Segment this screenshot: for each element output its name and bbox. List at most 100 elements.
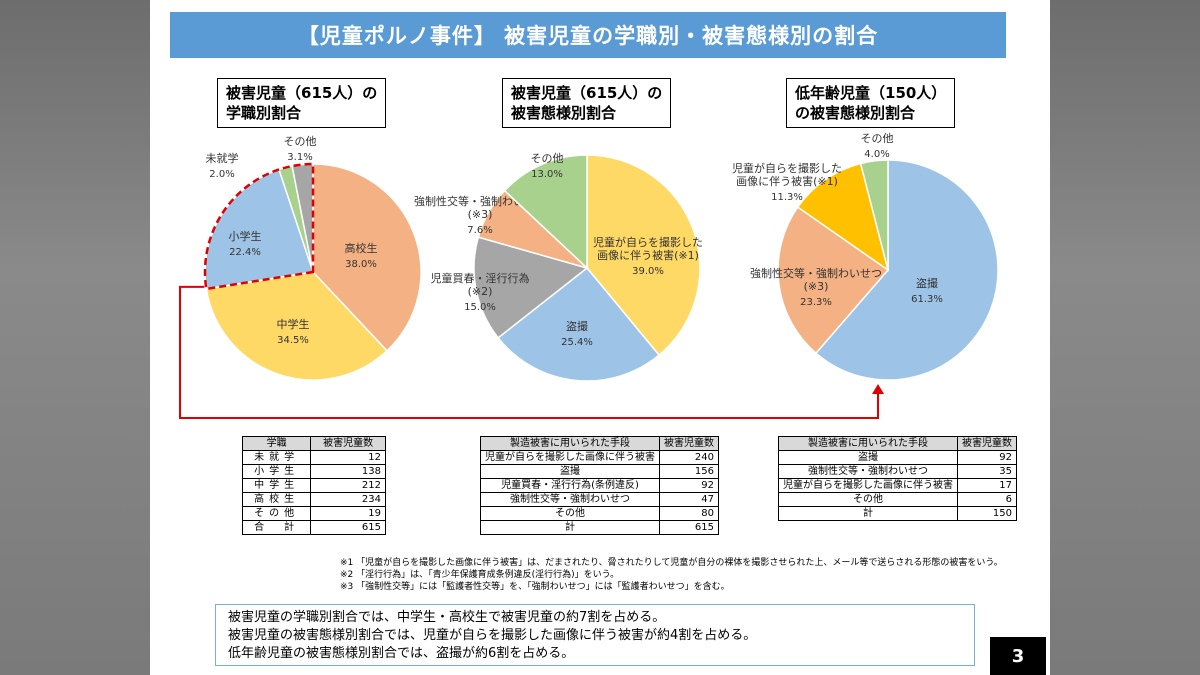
table-row: その他 80: [480, 506, 719, 521]
slice-value: 11.3%: [771, 192, 803, 203]
footnote: ※1 「児童が自らを撮影した画像に伴う被害」は、だまされたり、脅されたりして児童…: [340, 558, 1003, 568]
table-row: 盗撮 92: [778, 450, 1017, 465]
chart-title-2: 被害児童（615人）の 被害態様別割合: [502, 78, 672, 128]
row-label: 合 計: [241, 520, 312, 535]
pie-slice: [205, 271, 388, 381]
row-label: 計: [480, 520, 660, 535]
table-header-row: 学職 被害児童数: [241, 436, 386, 451]
slice-label: その他: [284, 135, 317, 148]
slice-value: 61.3%: [911, 294, 943, 305]
table-header-row: 製造被害に用いられた手段 被害児童数: [480, 436, 719, 451]
slice-value: 7.6%: [467, 225, 492, 236]
table-row: 中学生 212: [241, 478, 386, 493]
pie-slice: [859, 159, 889, 271]
dashed-highlight: [203, 162, 315, 291]
pie-slice: [586, 154, 701, 357]
pie-slice: [291, 163, 314, 273]
slice-label: その他: [531, 152, 564, 165]
pie-chart-damage-type: 児童が自らを撮影した画像に伴う被害(※1) 39.0% 盗撮 25.4% 児童買春・淫行…: [414, 152, 703, 382]
page-number: 3: [990, 637, 1046, 675]
table-header-row: 製造被害に用いられた手段 被害児童数: [778, 436, 1017, 451]
slice-label: 児童が自らを撮影した: [732, 161, 842, 175]
chart-title-1: 被害児童（615人）の 学職別割合: [217, 78, 387, 128]
table-row: 強制性交等・強制わいせつ 35: [778, 464, 1017, 479]
row-label: 児童が自らを撮影した画像に伴う被害: [778, 478, 958, 493]
slice-label: 強制性交等・強制わいせつ: [750, 266, 882, 280]
slice-value: 34.5%: [277, 335, 309, 346]
pie-slice: [777, 206, 890, 355]
table-row: 児童が自らを撮影した画像に伴う被害 17: [778, 478, 1017, 493]
row-label: その他: [480, 506, 660, 521]
slice-value: 25.4%: [561, 337, 593, 348]
row-value: 234: [310, 492, 386, 507]
row-label: 小学生: [241, 464, 312, 479]
row-label: 強制性交等・強制わいせつ: [778, 464, 958, 479]
slice-value: 39.0%: [632, 266, 664, 277]
pie-slice: [497, 266, 661, 382]
row-label: 中学生: [241, 478, 312, 493]
slice-value: 13.0%: [531, 169, 563, 180]
slice-label: 画像に伴う被害(※1): [736, 174, 838, 188]
table-row: 合 計 615: [241, 520, 386, 535]
row-value: 6: [957, 492, 1017, 507]
row-label: 未就学: [241, 450, 312, 465]
slice-value: 23.3%: [800, 297, 832, 308]
slice-label: その他: [861, 132, 894, 145]
row-value: 240: [659, 450, 719, 465]
footnote: ※2 「淫行行為」は、「青少年保護育成条例違反(淫行行為)」をいう。: [340, 570, 620, 580]
pie-charts: 高校生 38.0% 中学生 34.5% 小学生 22.4% 未就学 2.0% その他 3.1% 児…: [179, 132, 999, 419]
table-row: 計 150: [778, 506, 1017, 521]
slice-label: 盗撮: [916, 276, 938, 290]
row-value: 12: [310, 450, 386, 465]
slice-label: 画像に伴う被害(※1): [597, 248, 699, 262]
connector-arrow-line: [179, 285, 879, 419]
table-row: その他 6: [778, 492, 1017, 507]
table-row: 小学生 138: [241, 464, 386, 479]
table-row: 児童が自らを撮影した画像に伴う被害 240: [480, 450, 719, 465]
row-value: 615: [659, 520, 719, 535]
slice-label: (※3): [468, 208, 493, 221]
pie-chart-young-children: 盗撮 61.3% 強制性交等・強制わいせつ(※3) 23.3% 児童が自らを撮影した画像…: [732, 132, 999, 381]
slice-label: 未就学: [206, 151, 239, 165]
column-header: 製造被害に用いられた手段: [778, 436, 958, 451]
row-label: 計: [778, 506, 958, 521]
slice-label: (※2): [468, 285, 493, 298]
slice-label: 小学生: [229, 229, 262, 243]
column-header: 被害児童数: [957, 436, 1017, 451]
pie-slice: [312, 163, 422, 352]
row-label: 盗撮: [778, 450, 958, 465]
row-value: 615: [310, 520, 386, 535]
row-value: 92: [659, 478, 719, 493]
slice-label: 盗撮: [566, 319, 588, 333]
background-right-blur: [1050, 0, 1200, 675]
pie-slice: [473, 236, 589, 339]
slice-value: 4.0%: [864, 149, 889, 160]
slide-title: 【児童ポルノ事件】 被害児童の学職別・被害態様別の割合: [170, 12, 1006, 58]
row-label: 児童が自らを撮影した画像に伴う被害: [480, 450, 660, 465]
pie-slice: [503, 154, 588, 270]
highlight-overlay: [179, 162, 884, 419]
summary-line: 低年齢児童の被害態様別割合では、盗撮が約6割を占める。: [228, 646, 575, 661]
row-value: 47: [659, 492, 719, 507]
pie-slice: [814, 159, 999, 381]
slice-label: 児童買春・淫行行為: [431, 271, 530, 285]
slice-value: 22.4%: [229, 247, 261, 258]
row-label: 高校生: [241, 492, 312, 507]
row-label: 児童買春・淫行行為(条例違反): [480, 478, 660, 493]
row-label: その他: [241, 506, 312, 521]
table-row: 高校生 234: [241, 492, 386, 507]
column-header: 製造被害に用いられた手段: [480, 436, 660, 451]
table-row: その他 19: [241, 506, 386, 521]
column-header: 被害児童数: [310, 436, 386, 451]
pie-slice: [796, 162, 890, 272]
row-value: 138: [310, 464, 386, 479]
chart-title-3: 低年齢児童（150人） の被害態様別割合: [786, 78, 956, 128]
slice-label: 高校生: [345, 241, 378, 255]
row-value: 17: [957, 478, 1017, 493]
row-value: 212: [310, 478, 386, 493]
slice-value: 15.0%: [464, 302, 496, 313]
column-header: 学職: [241, 436, 312, 451]
row-label: 盗撮: [480, 464, 660, 479]
slice-label: (※3): [804, 280, 829, 293]
table-row: 児童買春・淫行行為(条例違反) 92: [480, 478, 719, 493]
